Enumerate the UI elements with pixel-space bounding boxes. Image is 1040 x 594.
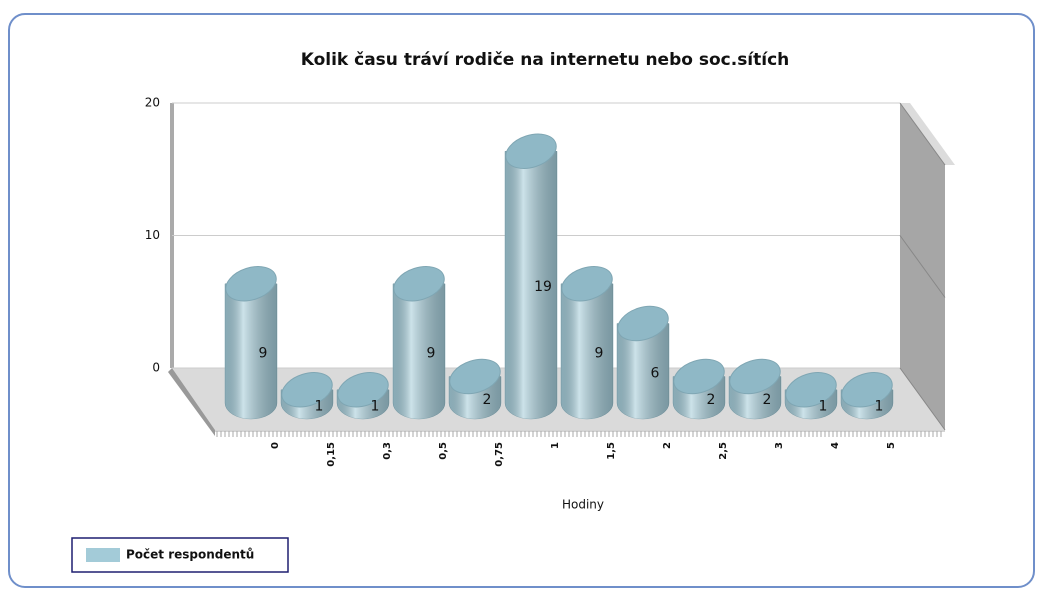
bar-top bbox=[449, 358, 501, 395]
x-tick-label: 2,5 bbox=[718, 442, 729, 460]
data-label: 9 bbox=[259, 345, 268, 361]
bar-top bbox=[393, 266, 445, 302]
x-tick-label: 0,75 bbox=[494, 442, 505, 467]
bar-top bbox=[673, 358, 725, 395]
bar-shine bbox=[617, 323, 669, 419]
legend-swatch bbox=[86, 548, 120, 562]
chart-title: Kolik času tráví rodiče na internetu neb… bbox=[301, 50, 790, 70]
x-tick-label: 2 bbox=[662, 442, 673, 449]
bar-top bbox=[841, 372, 893, 408]
data-label: 1 bbox=[315, 398, 324, 414]
grid-line-side bbox=[899, 367, 946, 431]
data-label: 2 bbox=[763, 392, 772, 408]
legend-label: Počet respondentů bbox=[126, 548, 254, 562]
x-tick-label: 3 bbox=[774, 442, 785, 449]
data-label: 19 bbox=[534, 279, 552, 295]
y-tick-label: 20 bbox=[145, 96, 160, 110]
bar-top bbox=[617, 305, 669, 342]
x-tick-label: 5 bbox=[886, 442, 897, 449]
bar-shine bbox=[393, 283, 445, 419]
bar-top bbox=[225, 266, 277, 302]
data-label: 2 bbox=[483, 392, 492, 408]
data-label: 1 bbox=[875, 398, 884, 414]
x-tick-label: 1 bbox=[550, 442, 561, 449]
bar-top bbox=[281, 372, 333, 408]
wall-top bbox=[900, 103, 955, 165]
bar-top bbox=[729, 358, 781, 395]
floor-edge bbox=[168, 368, 215, 436]
x-axis-label: Hodiny bbox=[562, 498, 604, 512]
y-tick-label: 0 bbox=[152, 361, 160, 375]
bar-top bbox=[505, 133, 557, 169]
y-tick-label: 10 bbox=[145, 228, 160, 242]
x-tick-label: 0 bbox=[270, 442, 281, 449]
bar-top bbox=[561, 266, 613, 302]
data-label: 9 bbox=[427, 345, 436, 361]
data-label: 9 bbox=[595, 345, 604, 361]
grid-line-side bbox=[899, 235, 946, 298]
x-tick-label: 0,3 bbox=[382, 442, 393, 460]
data-label: 1 bbox=[819, 398, 828, 414]
grid-line-side bbox=[899, 102, 946, 166]
bar-top bbox=[785, 372, 837, 408]
x-tick-label: 0,5 bbox=[438, 442, 449, 460]
bar-shine bbox=[505, 151, 557, 419]
data-label: 2 bbox=[707, 392, 716, 408]
data-label: 1 bbox=[371, 398, 380, 414]
bar-top bbox=[337, 372, 389, 408]
data-label: 6 bbox=[651, 365, 660, 381]
x-tick-label: 1,5 bbox=[606, 442, 617, 460]
bar-shine bbox=[225, 283, 277, 419]
x-tick-label: 4 bbox=[830, 442, 841, 449]
bar-shine bbox=[561, 283, 613, 419]
x-tick-label: 0,15 bbox=[326, 442, 337, 467]
